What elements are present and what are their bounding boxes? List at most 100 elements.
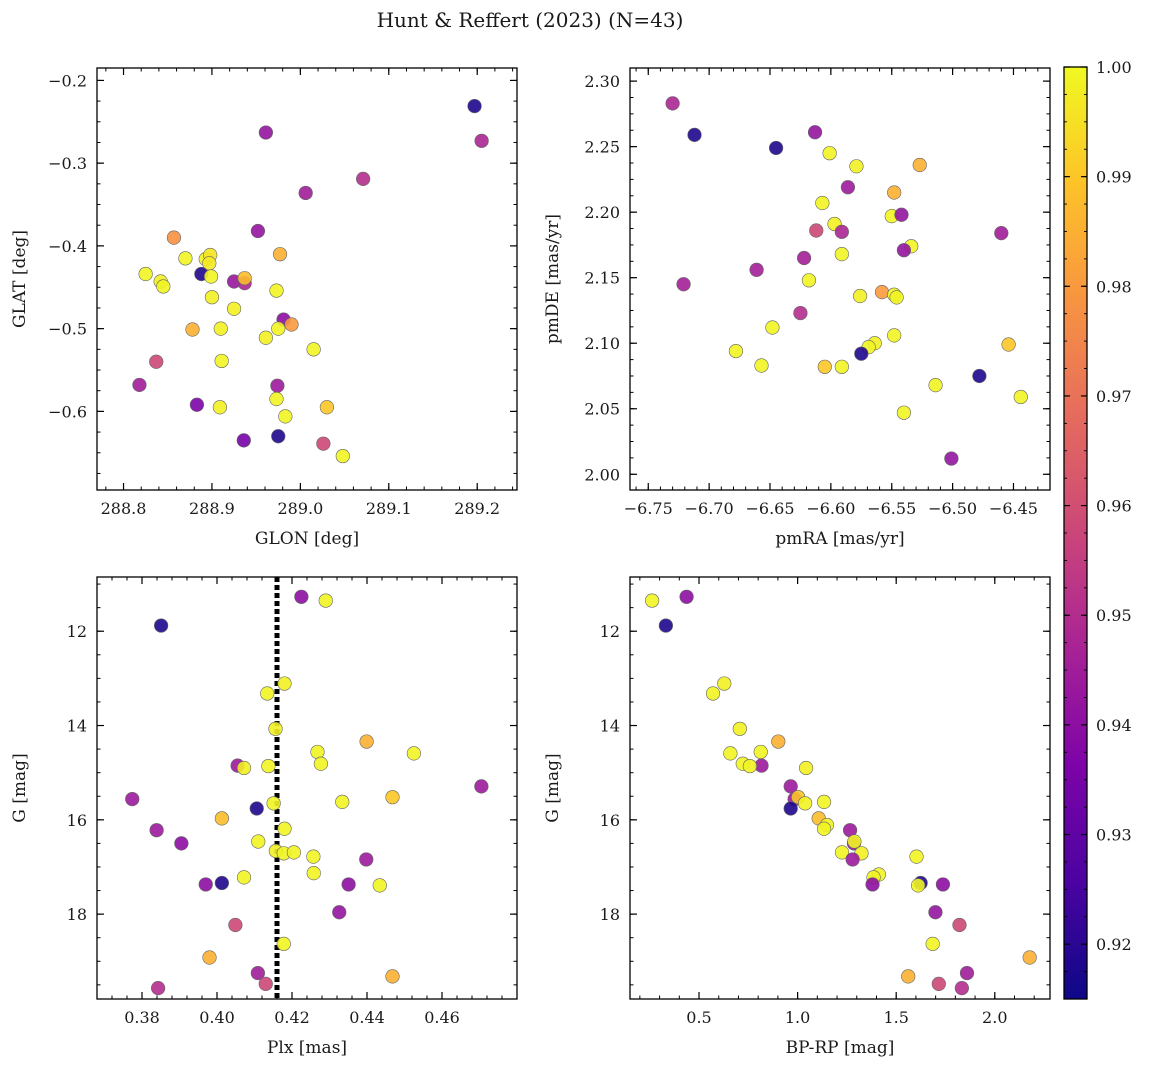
- x-axis-label: pmRA [mas/yr]: [775, 529, 904, 549]
- scatter-point: [316, 436, 331, 451]
- scatter-point: [149, 354, 164, 369]
- y-tick-label: 2.20: [584, 203, 620, 222]
- scatter-point: [268, 721, 283, 736]
- scatter-point: [687, 127, 702, 142]
- scatter-point: [214, 811, 229, 826]
- scatter-point: [896, 243, 912, 258]
- scatter-point: [385, 969, 400, 984]
- scatter-point: [771, 734, 786, 749]
- scatter-point: [467, 98, 482, 114]
- scatter-point: [944, 451, 959, 466]
- scatter-point: [306, 342, 321, 357]
- y-tick-label: 16: [67, 811, 87, 830]
- scatter-point: [928, 905, 943, 920]
- scatter-point: [728, 343, 744, 359]
- scatter-point: [266, 796, 281, 811]
- scatter-point: [972, 368, 987, 384]
- scatter-point: [213, 321, 228, 336]
- plot-frame: [629, 576, 1051, 1000]
- y-tick-label: 18: [67, 905, 87, 924]
- plot-frame: [96, 67, 518, 491]
- scatter-point: [798, 760, 814, 776]
- colorbar-tick-label: 0.92: [1096, 935, 1132, 954]
- scatter-point: [284, 317, 299, 332]
- scatter-point: [298, 185, 313, 201]
- scatter-point: [202, 950, 217, 965]
- scatter-point: [236, 870, 252, 885]
- scatter-point: [753, 744, 768, 760]
- scatter-point: [319, 400, 334, 415]
- y-tick-label: 12: [600, 622, 620, 641]
- scatter-point: [816, 794, 832, 810]
- scatter-point: [909, 849, 924, 864]
- scatter-point: [236, 433, 251, 448]
- scatter-point: [372, 878, 387, 893]
- scatter-point: [925, 936, 940, 951]
- scatter-point: [765, 320, 780, 335]
- scatter-point: [250, 223, 266, 239]
- y-tick-label: 2.30: [584, 72, 620, 91]
- colorbar-tick-label: 0.99: [1096, 168, 1132, 187]
- scatter-point: [874, 285, 890, 300]
- scatter-point: [754, 358, 769, 373]
- scatter-point: [271, 429, 286, 444]
- scatter-point: [742, 758, 757, 774]
- x-tick-label: −6.65: [745, 499, 794, 518]
- y-tick-label: −0.5: [48, 320, 87, 339]
- scatter-point: [817, 359, 832, 374]
- scatter-point: [783, 801, 798, 816]
- scatter-point: [749, 262, 764, 277]
- x-tick-label: 0.42: [274, 1008, 310, 1027]
- scatter-point: [261, 758, 276, 774]
- scatter-point: [359, 734, 374, 749]
- x-tick-label: 288.8: [101, 499, 147, 518]
- colorbar-tick-label: 0.94: [1096, 716, 1132, 735]
- scatter-point: [149, 823, 164, 838]
- scatter-point: [154, 618, 169, 633]
- plot-frame: [96, 576, 518, 1000]
- panel-bottom-left: 0.38 0.40 0.42 0.44 0.46 12 14 16 18 Plx [mas] G […: [10, 576, 518, 1058]
- x-tick-label: −6.70: [685, 499, 734, 518]
- scatter-point: [214, 875, 229, 891]
- scatter-point: [335, 448, 350, 464]
- scatter-point: [332, 905, 347, 920]
- scatter-point: [793, 305, 808, 321]
- y-tick-label: 2.25: [584, 138, 620, 157]
- scatter-point: [185, 322, 200, 337]
- x-tick-label: 0.44: [349, 1008, 385, 1027]
- x-tick-label: 0.46: [424, 1008, 460, 1027]
- scatter-point: [717, 676, 732, 691]
- scatter-point: [732, 721, 747, 736]
- scatter-point: [271, 321, 286, 336]
- scatter-point: [676, 277, 691, 292]
- scatter-point: [901, 969, 916, 984]
- colorbar-frame: [1063, 66, 1088, 1000]
- scatter-point: [796, 250, 812, 266]
- y-tick-label: 2.05: [584, 400, 620, 419]
- scatter-point: [994, 226, 1009, 241]
- scatter-point: [847, 834, 862, 849]
- scatter-point: [178, 251, 193, 266]
- x-tick-label: 2.0: [982, 1008, 1007, 1027]
- y-tick-label: 16: [600, 811, 620, 830]
- scatter-point: [228, 917, 243, 933]
- scatter-point: [931, 976, 946, 992]
- scatter-point: [889, 290, 904, 305]
- scatter-point: [258, 976, 273, 992]
- scatter-point: [840, 180, 856, 195]
- scatter-point: [156, 279, 171, 294]
- y-tick-label: −0.4: [48, 237, 87, 256]
- scatter-point: [341, 877, 356, 892]
- scatter-point: [854, 346, 869, 361]
- scatter-point: [954, 981, 969, 996]
- scatter-point: [910, 878, 926, 893]
- y-axis-label: G [mag]: [10, 753, 30, 822]
- scatter-point: [474, 133, 489, 148]
- scatter-point: [783, 779, 798, 794]
- y-tick-label: 14: [67, 717, 87, 736]
- panel-top-left: 288.8 288.9 289.0 289.1 289.2 −0.6 −0.5 −0.4 −0.…: [10, 67, 518, 549]
- x-tick-label: 289.0: [277, 499, 323, 518]
- y-tick-label: 14: [600, 717, 620, 736]
- y-axis-label: GLAT [deg]: [10, 230, 30, 328]
- scatter-point: [797, 796, 813, 811]
